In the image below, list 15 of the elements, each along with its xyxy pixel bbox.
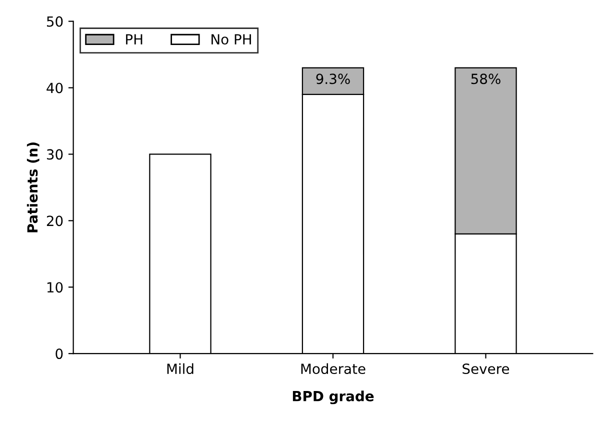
annotation: 9.3% (316, 74, 350, 84)
x-tick-label: Severe (462, 364, 510, 374)
x-axis-title: BPD grade (292, 390, 374, 404)
x-tick-label: Moderate (301, 363, 366, 374)
y-axis-title: Patients (n) (26, 142, 40, 232)
y-tick-label: 20 (46, 216, 63, 226)
legend-label: PH (126, 34, 142, 44)
y-tick-label: 50 (46, 16, 63, 27)
y-tick-label: 0 (56, 348, 63, 360)
legend-label: No PH (212, 34, 251, 45)
y-tick-label: 30 (46, 149, 63, 160)
y-tick-label: 10 (47, 282, 63, 293)
x-tick-label: Mild (167, 363, 194, 374)
y-tick-label: 40 (46, 82, 63, 94)
annotation: 58% (471, 74, 500, 84)
